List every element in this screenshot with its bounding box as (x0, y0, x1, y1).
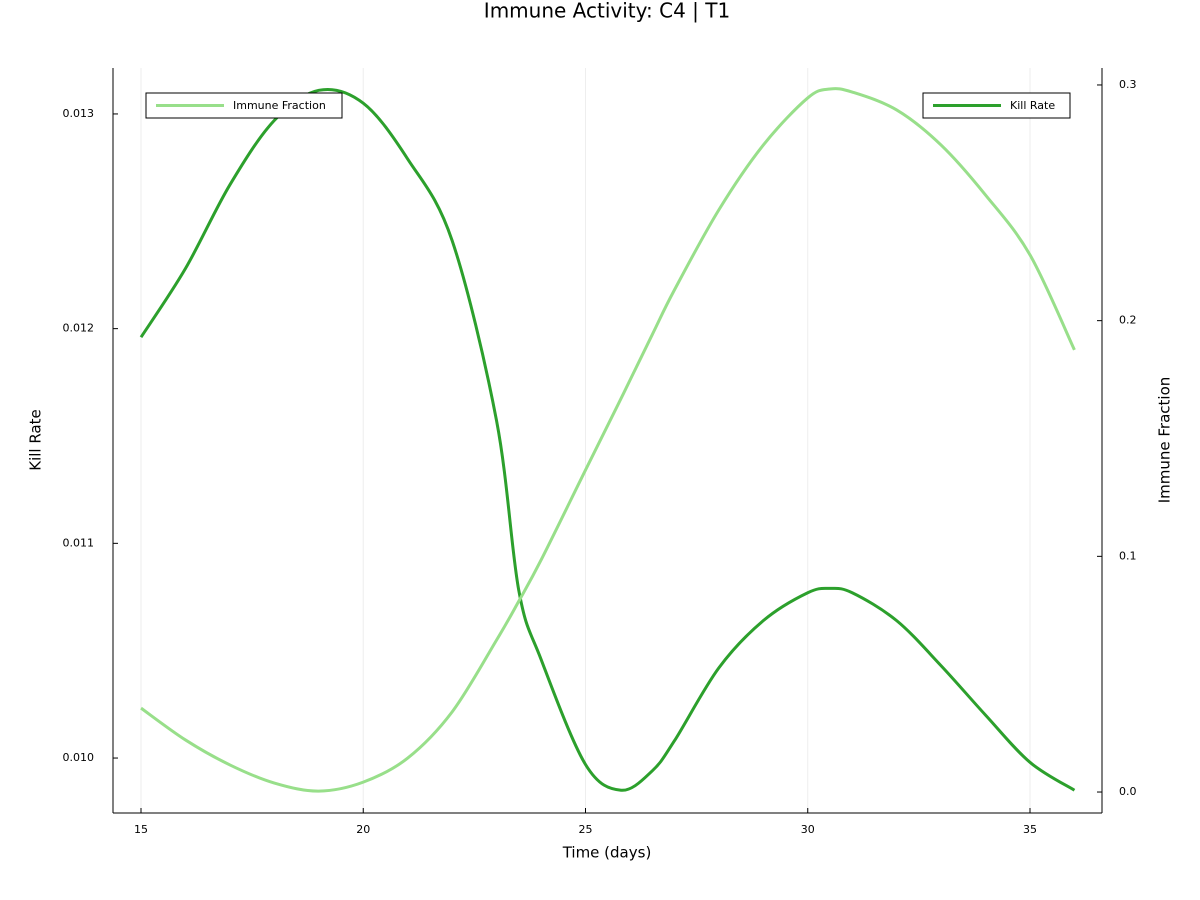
series-line (140, 87, 1076, 793)
chart-title: Immune Activity: C4 | T1 (484, 0, 730, 23)
x-tick-label: 25 (578, 823, 592, 836)
y-axis-label: Kill Rate (27, 409, 45, 471)
y-tick-label: 0.013 (63, 107, 95, 120)
y2-axis-label: Immune Fraction (1156, 377, 1174, 504)
x-tick-label: 30 (801, 823, 815, 836)
x-tick-label: 20 (356, 823, 370, 836)
y2-tick-label: 0.0 (1119, 785, 1137, 798)
y-tick-label: 0.011 (63, 536, 95, 549)
y2-tick-label: 0.2 (1119, 314, 1137, 327)
y2-tick-label: 0.3 (1119, 78, 1137, 91)
y2-tick-label: 0.1 (1119, 549, 1137, 562)
series-line (139, 88, 1076, 792)
x-tick-label: 35 (1023, 823, 1037, 836)
legend-label: Immune Fraction (233, 99, 326, 112)
x-tick-label: 15 (134, 823, 148, 836)
x-axis-label: Time (days) (562, 844, 652, 862)
y-tick-label: 0.012 (63, 322, 95, 335)
legend-label: Kill Rate (1010, 99, 1055, 112)
y-tick-label: 0.010 (63, 751, 95, 764)
